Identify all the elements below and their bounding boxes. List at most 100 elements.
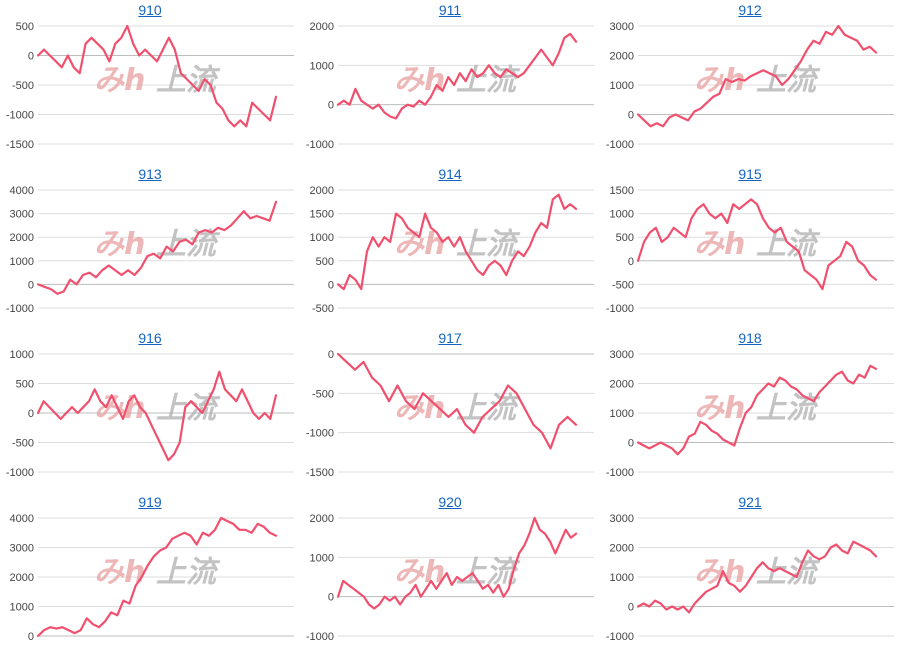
chart-title-link[interactable]: 920 <box>438 494 462 510</box>
chart-title-link[interactable]: 917 <box>438 330 462 346</box>
chart-title-link[interactable]: 921 <box>738 494 762 510</box>
y-tick-label: 2000 <box>310 21 334 33</box>
y-tick-label: -1000 <box>606 631 634 643</box>
y-tick-label: -1000 <box>6 467 34 479</box>
y-tick-label: 3000 <box>10 543 34 555</box>
y-tick-label: 0 <box>328 100 334 112</box>
chart-panel: 3000 2000 1000 0 -1000 みh 上流 912 <box>600 0 900 164</box>
y-tick-label: 0 <box>628 438 634 450</box>
chart-svg: 500 0 -500 -1000 -1500 みh 上流 <box>6 21 294 151</box>
y-tick-label: -1500 <box>306 467 334 479</box>
y-tick-label: 2000 <box>610 379 634 391</box>
chart-svg: 1000 500 0 -500 -1000 みh 上流 <box>6 349 294 479</box>
y-tick-label: 0 <box>28 408 34 420</box>
series-line <box>636 540 878 614</box>
y-tick-label: 1000 <box>310 552 334 564</box>
y-tick-label: 2000 <box>610 543 634 555</box>
watermark-logo: みh 上流 <box>94 63 221 98</box>
chart-panel: 4000 3000 2000 1000 0 みh 上流 919 <box>0 492 300 656</box>
svg-text:みh: みh <box>394 555 445 590</box>
series-line <box>636 198 878 291</box>
y-tick-label: -1000 <box>306 428 334 440</box>
y-tick-label: 2000 <box>10 572 34 584</box>
y-tick-label: 3000 <box>10 209 34 221</box>
chart-svg: 2000 1000 0 -1000 みh 上流 <box>306 513 594 643</box>
watermark-logo: みh 上流 <box>694 227 821 262</box>
y-tick-label: 1500 <box>610 185 634 197</box>
y-tick-label: 3000 <box>610 21 634 33</box>
svg-text:上流: 上流 <box>156 555 221 590</box>
series-line <box>336 352 578 450</box>
series-line <box>636 24 878 128</box>
chart-title-link[interactable]: 919 <box>138 494 162 510</box>
chart-svg: 4000 3000 2000 1000 0 みh 上流 <box>10 513 294 643</box>
y-tick-label: 0 <box>628 256 634 268</box>
chart-title-link[interactable]: 912 <box>738 2 762 18</box>
y-tick-label: 0 <box>628 602 634 614</box>
chart-panel: 2000 1000 0 -1000 みh 上流 920 <box>300 492 600 656</box>
y-tick-label: 2000 <box>310 185 334 197</box>
svg-text:みh: みh <box>394 391 445 426</box>
svg-text:上流: 上流 <box>756 391 821 426</box>
y-tick-label: 2000 <box>10 232 34 244</box>
svg-text:上流: 上流 <box>456 227 521 262</box>
watermark-logo: みh 上流 <box>394 391 521 426</box>
y-tick-label: 1500 <box>310 209 334 221</box>
chart-svg: 0 -500 -1000 -1500 みh 上流 <box>306 349 594 479</box>
y-tick-label: -500 <box>12 80 34 92</box>
svg-text:みh: みh <box>94 63 145 98</box>
chart-title-link[interactable]: 910 <box>138 2 162 18</box>
watermark-logo: みh 上流 <box>694 63 821 98</box>
svg-text:みh: みh <box>694 227 745 262</box>
series-line <box>36 24 278 128</box>
y-tick-label: -500 <box>312 303 334 315</box>
chart-svg: 1500 1000 500 0 -500 -1000 みh 上流 <box>606 185 894 315</box>
y-tick-label: 1000 <box>610 209 634 221</box>
chart-title-link[interactable]: 911 <box>438 2 462 18</box>
y-tick-label: -1000 <box>306 631 334 643</box>
y-tick-label: 0 <box>328 349 334 361</box>
y-tick-label: 3000 <box>610 513 634 525</box>
y-tick-label: -1500 <box>6 139 34 151</box>
svg-text:みh: みh <box>94 391 145 426</box>
watermark-logo: みh 上流 <box>94 555 221 590</box>
chart-title-link[interactable]: 918 <box>738 330 762 346</box>
y-tick-label: -1000 <box>306 139 334 151</box>
y-tick-label: -1000 <box>606 467 634 479</box>
series-line <box>636 364 878 456</box>
y-tick-label: 1000 <box>10 256 34 268</box>
series-line <box>36 370 278 462</box>
y-tick-label: 1000 <box>610 572 634 584</box>
y-tick-label: 500 <box>316 256 334 268</box>
chart-panel: 500 0 -500 -1000 -1500 みh 上流 910 <box>0 0 300 164</box>
chart-title-link[interactable]: 915 <box>738 166 762 182</box>
svg-text:上流: 上流 <box>456 391 521 426</box>
y-tick-label: 0 <box>28 631 34 643</box>
series-line <box>336 193 578 291</box>
svg-text:みh: みh <box>94 227 145 262</box>
watermark-logo: みh 上流 <box>394 555 521 590</box>
chart-title-link[interactable]: 913 <box>138 166 162 182</box>
y-tick-label: 4000 <box>10 185 34 197</box>
chart-title-link[interactable]: 914 <box>438 166 462 182</box>
y-tick-label: 0 <box>28 51 34 63</box>
y-tick-label: -1000 <box>606 303 634 315</box>
chart-panel: 2000 1500 1000 500 0 -500 みh 上流 914 <box>300 164 600 328</box>
chart-panel: 1000 500 0 -500 -1000 みh 上流 916 <box>0 328 300 492</box>
y-tick-label: 3000 <box>610 349 634 361</box>
chart-title-link[interactable]: 916 <box>138 330 162 346</box>
chart-panel: 3000 2000 1000 0 -1000 みh 上流 918 <box>600 328 900 492</box>
series-line <box>36 200 278 295</box>
y-tick-label: 500 <box>16 379 34 391</box>
y-tick-label: 1000 <box>610 408 634 420</box>
y-tick-label: -1000 <box>6 110 34 122</box>
y-tick-label: 1000 <box>310 60 334 72</box>
svg-text:上流: 上流 <box>756 63 821 98</box>
y-tick-label: -500 <box>612 279 634 291</box>
y-tick-label: -500 <box>312 388 334 400</box>
y-tick-label: 0 <box>328 279 334 291</box>
y-tick-label: 0 <box>328 592 334 604</box>
